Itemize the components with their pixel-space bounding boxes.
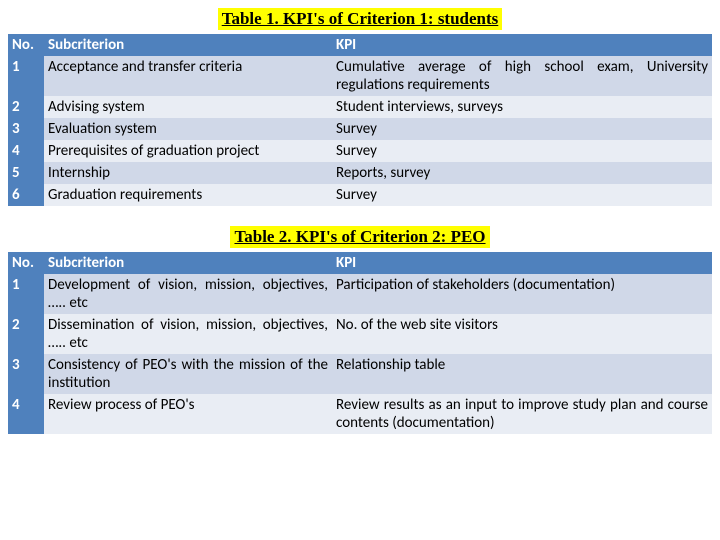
row-kpi: Reports, survey [332,162,712,184]
table1-col-sub: Subcriterion [44,34,332,56]
table1-col-no: No. [8,34,44,56]
table-row: 2 Advising system Student interviews, su… [8,96,712,118]
table1-header-row: No. Subcriterion KPI [8,34,712,56]
row-no: 1 [8,274,44,314]
row-no: 6 [8,184,44,206]
row-sub: Consistency of PEO's with the mission of… [44,354,332,394]
table1-col-kpi: KPI [332,34,712,56]
table-row: 4 Review process of PEO's Review results… [8,394,712,434]
table2-col-sub: Subcriterion [44,252,332,274]
row-kpi: Cumulative average of high school exam, … [332,56,712,96]
row-no: 3 [8,118,44,140]
row-kpi: Student interviews, surveys [332,96,712,118]
row-no: 5 [8,162,44,184]
row-sub: Internship [44,162,332,184]
row-no: 4 [8,140,44,162]
row-sub: Prerequisites of graduation project [44,140,332,162]
row-sub: Graduation requirements [44,184,332,206]
row-no: 2 [8,96,44,118]
row-sub: Review process of PEO's [44,394,332,434]
row-kpi: Review results as an input to improve st… [332,394,712,434]
table-row: 1 Acceptance and transfer criteria Cumul… [8,56,712,96]
table-row: 3 Consistency of PEO's with the mission … [8,354,712,394]
row-kpi: Survey [332,140,712,162]
row-no: 2 [8,314,44,354]
row-sub: Advising system [44,96,332,118]
table2-col-no: No. [8,252,44,274]
row-sub: Evaluation system [44,118,332,140]
table-row: 2 Dissemination of vision, mission, obje… [8,314,712,354]
row-kpi: Participation of stakeholders (documenta… [332,274,712,314]
table-row: 3 Evaluation system Survey [8,118,712,140]
table2: No. Subcriterion KPI 1 Development of vi… [8,252,712,434]
row-kpi: Survey [332,184,712,206]
row-kpi: Relationship table [332,354,712,394]
table-row: 6 Graduation requirements Survey [8,184,712,206]
table2-title: Table 2. KPI's of Criterion 2: PEO [230,226,489,248]
table2-header-row: No. Subcriterion KPI [8,252,712,274]
row-sub: Acceptance and transfer criteria [44,56,332,96]
table-row: 4 Prerequisites of graduation project Su… [8,140,712,162]
row-sub: Dissemination of vision, mission, object… [44,314,332,354]
table2-col-kpi: KPI [332,252,712,274]
row-sub: Development of vision, mission, objectiv… [44,274,332,314]
table-row: 5 Internship Reports, survey [8,162,712,184]
row-no: 4 [8,394,44,434]
row-kpi: No. of the web site visitors [332,314,712,354]
row-kpi: Survey [332,118,712,140]
table-row: 1 Development of vision, mission, object… [8,274,712,314]
table1: No. Subcriterion KPI 1 Acceptance and tr… [8,34,712,206]
table1-title: Table 1. KPI's of Criterion 1: students [218,8,503,30]
row-no: 3 [8,354,44,394]
row-no: 1 [8,56,44,96]
